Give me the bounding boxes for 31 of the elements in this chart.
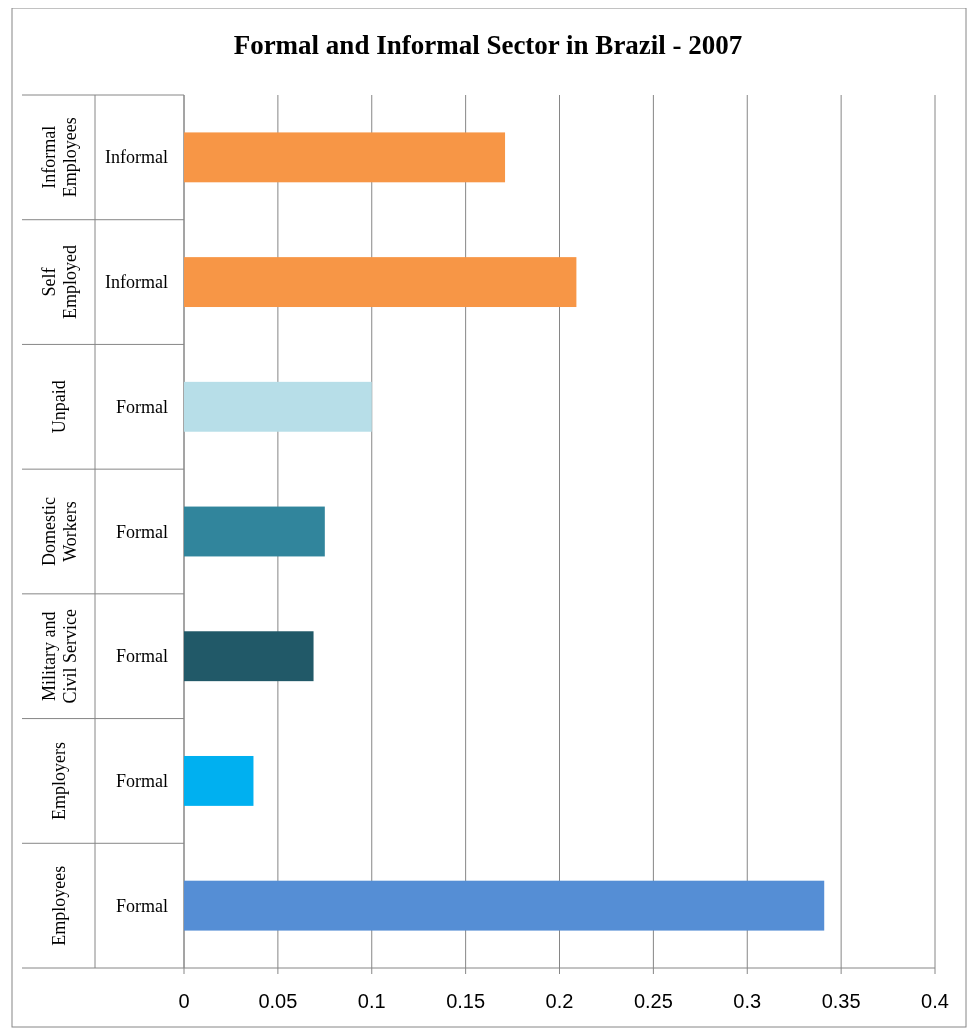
- text: Employees: [48, 865, 69, 946]
- y-tick-label: Informal: [105, 147, 168, 168]
- y-tick-label: Formal: [116, 521, 168, 542]
- x-tick-label: 0: [178, 990, 190, 1012]
- y-tick-label: Formal: [116, 396, 168, 417]
- text: Unpaid: [48, 380, 69, 434]
- bar: [184, 755, 254, 806]
- bar: [184, 880, 825, 931]
- bar: [184, 257, 577, 308]
- y-tick-label: Formal: [116, 770, 168, 791]
- text: Domestic Workers: [38, 497, 80, 566]
- text: Informal Employees: [38, 117, 80, 198]
- text: Employers: [48, 741, 69, 820]
- x-tick-label: 0.35: [821, 990, 861, 1012]
- bar: [184, 132, 506, 183]
- x-tick-label: 0.15: [446, 990, 486, 1012]
- y-tick-label: Formal: [116, 646, 168, 667]
- y-tick-label: Formal: [116, 895, 168, 916]
- bar: [184, 506, 325, 557]
- text: Military and Civil Service: [38, 608, 80, 704]
- x-tick-label: 0.3: [733, 990, 762, 1012]
- text: Self Employed: [38, 245, 80, 320]
- y-tick-label: Informal: [105, 272, 168, 293]
- x-tick-label: 0.4: [921, 990, 949, 1012]
- x-tick-label: 0.05: [258, 990, 298, 1012]
- x-tick-label: 0.2: [545, 990, 574, 1012]
- x-tick-label: 0.25: [633, 990, 673, 1012]
- bar: [184, 631, 314, 682]
- bar: [184, 381, 372, 432]
- x-tick-label: 0.1: [357, 990, 386, 1012]
- chart-title: Formal and Informal Sector in Brazil - 2007: [233, 30, 743, 60]
